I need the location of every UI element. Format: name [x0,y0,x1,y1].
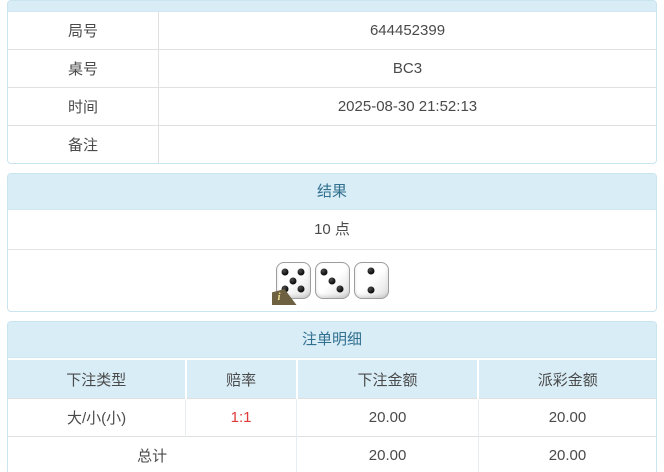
result-points: 10 点 [8,210,656,250]
table-header-row: 下注类型 赔率 下注金额 派彩金额 [8,358,656,399]
table-row: 大/小(小) 1:1 20.00 20.00 [8,398,656,437]
odds-cell: 1:1 [185,398,297,437]
result-panel-title: 结果 [8,174,656,210]
die-pip [320,268,328,276]
die-pip [367,267,375,275]
game-info-table: 局号 644452399 桌号 BC3 时间 2025-08-30 21:52:… [8,12,656,163]
total-bet-amount: 20.00 [296,436,479,472]
total-payout-amount: 20.00 [477,436,656,472]
bet-type-cell: 大/小(小) [8,398,186,437]
table-number-label: 桌号 [8,49,159,88]
table-row: 备注 [8,125,656,163]
die-1-value-5: i [271,262,311,305]
result-panel: 结果 10 点 i [7,173,657,312]
remark-label: 备注 [8,125,159,163]
game-info-panel-heading [8,1,656,12]
table-number-value: BC3 [158,49,656,88]
bet-amount-cell: 20.00 [296,398,479,437]
die-pip [281,268,289,276]
table-row: 时间 2025-08-30 21:52:13 [8,87,656,126]
total-row: 总计 20.00 20.00 [8,436,656,472]
column-header-payout-amount: 派彩金额 [477,358,656,399]
die-pip [289,277,297,284]
die-pip [336,285,344,293]
die-pip [297,268,305,276]
column-header-odds: 赔率 [184,358,297,399]
bet-details-table: 下注类型 赔率 下注金额 派彩金额 大/小(小) 1:1 20.00 20.00… [8,358,656,472]
die-3-value-2 [353,262,389,299]
round-number-label: 局号 [8,12,159,50]
game-info-panel: 局号 644452399 桌号 BC3 时间 2025-08-30 21:52:… [7,0,657,164]
die-2-value-3 [314,262,350,299]
round-number-value: 644452399 [369,22,446,39]
table-row: 桌号 BC3 [8,49,656,88]
remark-value [158,125,656,163]
total-label: 总计 [8,436,297,472]
bet-details-panel: 注单明细 下注类型 赔率 下注金额 派彩金额 大/小(小) 1:1 20.00 … [7,321,657,472]
die-pip [328,277,336,284]
die-pip [281,285,289,293]
payout-amount-cell: 20.00 [477,398,656,437]
bet-details-title: 注单明细 [8,322,656,358]
die-pip [367,286,375,294]
dice-result: i [8,250,656,311]
time-value: 2025-08-30 21:52:13 [158,87,656,126]
column-header-bet-type: 下注类型 [8,358,186,399]
column-header-bet-amount: 下注金额 [295,358,479,399]
table-row: 局号 644452399 [8,12,656,50]
info-icon[interactable]: i [271,289,297,305]
die-pip [297,285,305,293]
time-label: 时间 [8,87,159,126]
